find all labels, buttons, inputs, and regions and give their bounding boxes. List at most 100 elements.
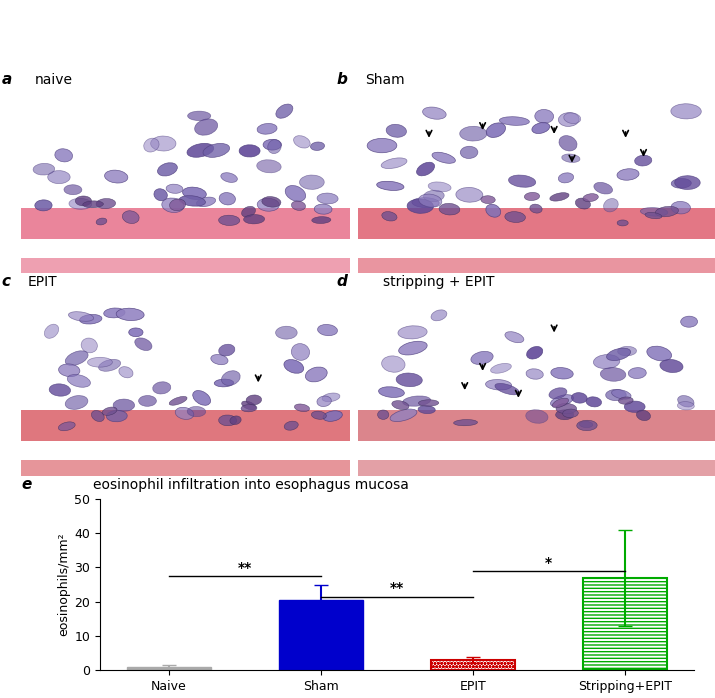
Ellipse shape (432, 152, 455, 163)
Ellipse shape (55, 149, 72, 162)
Ellipse shape (656, 207, 679, 217)
Ellipse shape (162, 198, 184, 212)
Ellipse shape (139, 396, 157, 406)
Ellipse shape (418, 406, 435, 414)
Ellipse shape (381, 158, 407, 169)
Ellipse shape (187, 143, 214, 157)
Ellipse shape (593, 355, 620, 369)
FancyBboxPatch shape (358, 460, 715, 475)
Ellipse shape (505, 211, 526, 223)
Bar (127, 667, 211, 670)
Y-axis label: eosinophils/mm²: eosinophils/mm² (57, 533, 70, 637)
Ellipse shape (526, 410, 548, 423)
Ellipse shape (382, 356, 405, 372)
Ellipse shape (485, 380, 512, 390)
Ellipse shape (606, 348, 631, 361)
Ellipse shape (660, 359, 683, 373)
Ellipse shape (48, 170, 70, 184)
Ellipse shape (310, 142, 325, 151)
Ellipse shape (322, 393, 340, 402)
Ellipse shape (119, 366, 133, 378)
Text: Sham: Sham (365, 73, 404, 87)
Bar (583, 578, 666, 670)
Ellipse shape (576, 198, 591, 209)
Ellipse shape (586, 397, 601, 407)
Ellipse shape (69, 312, 94, 321)
Ellipse shape (617, 220, 628, 226)
Ellipse shape (579, 422, 593, 428)
Ellipse shape (222, 371, 240, 385)
Ellipse shape (647, 346, 671, 361)
Ellipse shape (242, 207, 255, 217)
Text: **: ** (390, 581, 404, 595)
Ellipse shape (305, 367, 327, 382)
FancyBboxPatch shape (21, 410, 350, 441)
Ellipse shape (122, 211, 139, 223)
Ellipse shape (317, 193, 338, 204)
Ellipse shape (96, 198, 116, 209)
Ellipse shape (113, 399, 134, 411)
Text: d: d (336, 274, 347, 289)
Ellipse shape (219, 215, 240, 225)
FancyBboxPatch shape (21, 460, 350, 475)
Ellipse shape (221, 172, 237, 182)
Ellipse shape (583, 193, 598, 202)
Ellipse shape (527, 346, 543, 359)
Ellipse shape (239, 144, 260, 157)
Ellipse shape (563, 113, 581, 124)
Ellipse shape (116, 309, 144, 320)
Ellipse shape (386, 124, 406, 138)
Ellipse shape (471, 351, 493, 364)
Ellipse shape (246, 395, 262, 405)
Ellipse shape (398, 326, 427, 339)
Ellipse shape (144, 138, 159, 152)
Ellipse shape (197, 197, 216, 207)
Ellipse shape (135, 338, 152, 350)
Ellipse shape (193, 390, 211, 406)
Ellipse shape (82, 338, 97, 352)
Ellipse shape (671, 179, 691, 188)
Ellipse shape (175, 408, 194, 419)
Ellipse shape (556, 403, 577, 414)
Ellipse shape (419, 194, 442, 207)
Ellipse shape (508, 175, 536, 187)
Bar (431, 660, 515, 670)
Ellipse shape (675, 176, 700, 189)
Ellipse shape (532, 123, 550, 133)
Ellipse shape (166, 184, 183, 193)
Ellipse shape (219, 415, 237, 426)
Ellipse shape (104, 170, 128, 183)
Ellipse shape (594, 182, 613, 194)
Ellipse shape (294, 135, 310, 148)
Ellipse shape (107, 410, 127, 422)
Ellipse shape (83, 201, 104, 208)
Ellipse shape (645, 212, 662, 218)
Ellipse shape (556, 410, 573, 419)
Ellipse shape (92, 410, 104, 422)
Ellipse shape (242, 401, 256, 410)
Ellipse shape (563, 409, 578, 417)
Ellipse shape (524, 193, 540, 200)
Ellipse shape (571, 393, 587, 403)
Ellipse shape (439, 203, 460, 215)
Ellipse shape (179, 195, 205, 206)
Ellipse shape (35, 200, 52, 211)
Ellipse shape (412, 198, 439, 207)
Ellipse shape (244, 214, 265, 224)
Ellipse shape (617, 169, 639, 180)
Text: *: * (546, 556, 553, 570)
Ellipse shape (677, 401, 694, 410)
Ellipse shape (263, 140, 282, 150)
Ellipse shape (456, 188, 483, 202)
Ellipse shape (312, 216, 331, 223)
Ellipse shape (558, 112, 579, 126)
Ellipse shape (69, 198, 92, 209)
FancyBboxPatch shape (358, 258, 715, 273)
Ellipse shape (635, 155, 652, 166)
Ellipse shape (378, 387, 405, 397)
Ellipse shape (499, 117, 529, 126)
Ellipse shape (377, 181, 404, 191)
Ellipse shape (285, 186, 305, 202)
Ellipse shape (257, 198, 280, 211)
Ellipse shape (418, 400, 439, 406)
